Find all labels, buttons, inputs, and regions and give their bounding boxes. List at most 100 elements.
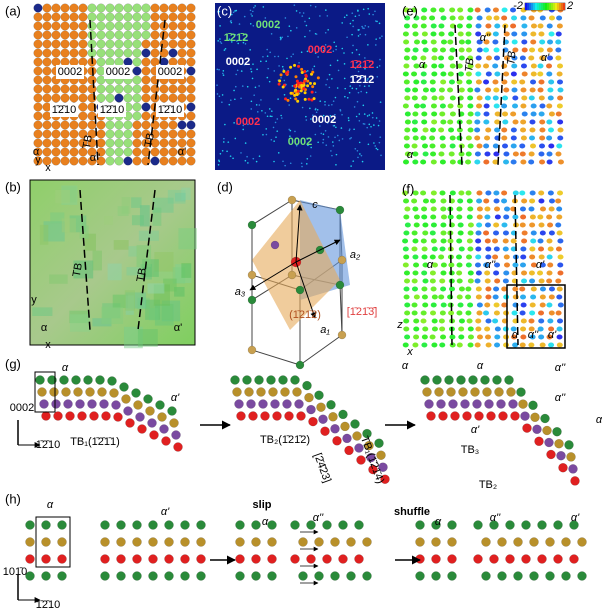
- label: α: [435, 516, 442, 528]
- atom: [169, 85, 178, 94]
- atom: [248, 221, 256, 229]
- atom: [448, 32, 454, 37]
- atom: [522, 521, 531, 530]
- atom: [529, 152, 535, 157]
- atom: [540, 16, 546, 21]
- noise: [354, 106, 356, 108]
- noise: [337, 60, 339, 62]
- atom: [562, 538, 571, 547]
- noise: [330, 65, 332, 67]
- atom: [540, 303, 546, 308]
- grain: [118, 206, 129, 216]
- noise: [336, 154, 338, 156]
- noise: [290, 56, 292, 58]
- atom: [555, 152, 561, 157]
- atom: [187, 112, 196, 121]
- atom: [432, 327, 438, 332]
- atom: [484, 327, 490, 332]
- panel-label: (g): [5, 356, 21, 371]
- atom: [404, 311, 410, 316]
- noise: [290, 30, 292, 32]
- atom: [476, 287, 482, 292]
- atom: [169, 13, 178, 22]
- atom: [557, 96, 563, 101]
- noise: [338, 70, 340, 72]
- atom: [339, 410, 348, 419]
- atom: [404, 136, 410, 141]
- atom: [531, 64, 537, 69]
- atom: [538, 88, 544, 93]
- grain: [125, 290, 135, 310]
- atom: [484, 152, 490, 157]
- atom: [412, 255, 418, 260]
- atom: [345, 446, 354, 455]
- atom: [520, 263, 526, 268]
- atom: [439, 8, 445, 13]
- atom: [160, 148, 169, 157]
- label: 1̄2̄12: [350, 74, 374, 86]
- label: TB: [135, 267, 149, 283]
- panel-label: (d): [217, 179, 233, 194]
- label: 0002: [158, 66, 182, 78]
- atom: [493, 271, 499, 276]
- atom: [62, 388, 71, 397]
- noise: [252, 158, 254, 160]
- atom: [556, 144, 562, 149]
- atom: [531, 104, 537, 109]
- colorbar-step: [553, 3, 555, 10]
- noise: [263, 6, 265, 8]
- atom: [520, 295, 526, 300]
- atom: [412, 24, 418, 29]
- atom: [34, 40, 43, 49]
- label: α: [262, 516, 269, 528]
- atom: [36, 376, 45, 385]
- atom: [484, 136, 490, 141]
- atom: [115, 148, 124, 157]
- atom: [511, 412, 520, 421]
- atom: [458, 223, 464, 228]
- atom: [88, 85, 97, 94]
- atom: [458, 327, 464, 332]
- noise: [352, 26, 354, 28]
- noise: [346, 36, 348, 38]
- atom: [412, 144, 418, 149]
- atom: [484, 215, 490, 220]
- atom: [70, 4, 79, 13]
- atom: [456, 311, 462, 316]
- atom: [187, 4, 196, 13]
- atom: [97, 130, 106, 139]
- atom: [477, 303, 483, 308]
- atom: [520, 104, 526, 109]
- atom: [521, 303, 527, 308]
- colorbar-step: [537, 3, 539, 10]
- atom: [547, 88, 553, 93]
- noise: [245, 142, 247, 144]
- noise: [364, 25, 366, 27]
- atom: [503, 72, 509, 77]
- noise: [250, 68, 252, 70]
- noise: [306, 25, 308, 27]
- noise: [333, 50, 335, 52]
- atom: [431, 104, 437, 109]
- atom: [430, 311, 436, 316]
- grain: [137, 245, 151, 267]
- label: α'': [555, 362, 566, 374]
- atom: [416, 538, 425, 547]
- atom: [494, 335, 500, 340]
- atom: [40, 400, 49, 409]
- noise: [274, 56, 276, 58]
- noise: [240, 152, 242, 154]
- atom: [133, 538, 142, 547]
- atom: [567, 452, 576, 461]
- atom: [187, 76, 196, 85]
- atom: [43, 76, 52, 85]
- atom: [43, 31, 52, 40]
- label: α: [419, 59, 426, 71]
- atom: [187, 58, 196, 67]
- atom: [76, 400, 85, 409]
- atom: [493, 96, 499, 101]
- atom: [160, 425, 169, 434]
- atom: [476, 295, 482, 300]
- atom: [412, 343, 418, 348]
- atom: [88, 13, 97, 22]
